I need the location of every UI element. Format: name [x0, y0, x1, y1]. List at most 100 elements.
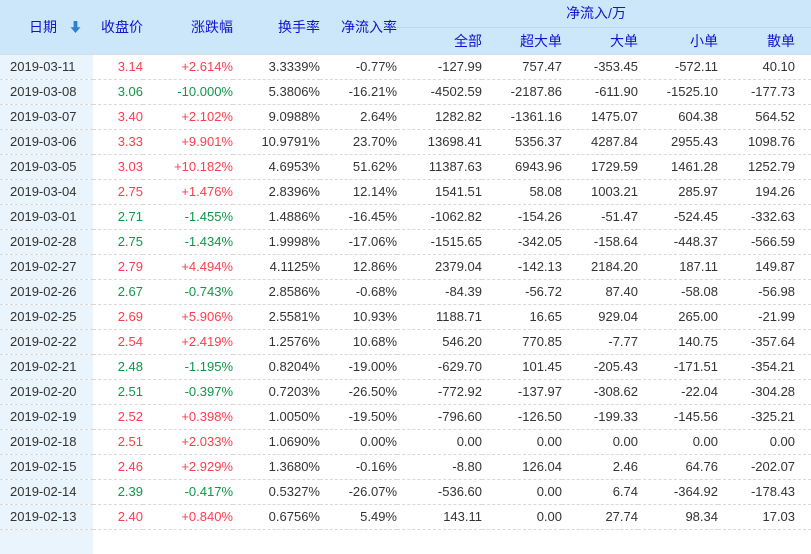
inflow-retail-cell: -325.21 [718, 404, 811, 430]
change-cell: +2.419% [143, 329, 233, 355]
sort-descending-icon[interactable] [70, 20, 81, 33]
turnover-cell: 2.8396% [233, 179, 320, 205]
inflow-retail-cell: -304.28 [718, 379, 811, 405]
table-row: 2019-03-07 3.40 +2.102% 9.0988% 2.64% 1282.82… [0, 104, 811, 130]
inflow-rate-cell: 12.14% [320, 179, 397, 205]
inflow-retail-cell: 194.26 [718, 179, 811, 205]
inflow-large-cell: -199.33 [562, 404, 638, 430]
change-cell: -1.195% [143, 354, 233, 380]
close-cell: 2.69 [93, 304, 143, 330]
close-cell: 2.75 [93, 229, 143, 255]
col-header-date[interactable]: 日期 [0, 0, 93, 55]
inflow-retail-cell: -177.73 [718, 79, 811, 105]
change-cell: +10.182% [143, 154, 233, 180]
close-cell: 2.48 [93, 354, 143, 380]
inflow-super-large-cell: 770.85 [482, 329, 562, 355]
inflow-all-cell: -1515.65 [397, 229, 482, 255]
date-cell: 2019-03-06 [0, 129, 93, 155]
date-cell: 2019-03-01 [0, 204, 93, 230]
inflow-small-cell: 604.38 [638, 104, 718, 130]
date-cell: 2019-03-08 [0, 79, 93, 105]
inflow-large-cell: -308.62 [562, 379, 638, 405]
change-cell: -1.434% [143, 229, 233, 255]
inflow-retail-cell: -354.21 [718, 354, 811, 380]
inflow-super-large-cell: 0.00 [482, 504, 562, 530]
inflow-super-large-cell: 101.45 [482, 354, 562, 380]
date-cell: 2019-02-26 [0, 279, 93, 305]
date-cell: 2019-03-04 [0, 179, 93, 205]
date-cell: 2019-02-21 [0, 354, 93, 380]
close-cell: 2.67 [93, 279, 143, 305]
turnover-cell: 0.6756% [233, 504, 320, 530]
close-cell: 2.46 [93, 454, 143, 480]
inflow-all-cell: -8.80 [397, 454, 482, 480]
inflow-retail-cell: -178.43 [718, 479, 811, 505]
inflow-rate-cell: -0.77% [320, 54, 397, 80]
inflow-small-cell: -1525.10 [638, 79, 718, 105]
change-cell: +5.906% [143, 304, 233, 330]
inflow-all-cell: -127.99 [397, 54, 482, 80]
date-cell: 2019-02-20 [0, 379, 93, 405]
inflow-super-large-cell: -126.50 [482, 404, 562, 430]
inflow-small-cell: 285.97 [638, 179, 718, 205]
inflow-super-large-cell: -137.97 [482, 379, 562, 405]
inflow-small-cell: 98.34 [638, 504, 718, 530]
inflow-small-cell: -58.08 [638, 279, 718, 305]
inflow-retail-cell: 40.10 [718, 54, 811, 80]
date-cell: 2019-02-19 [0, 404, 93, 430]
subcol-header-small: 小单 [638, 27, 718, 55]
table-row: 2019-03-01 2.71 -1.455% 1.4886% -16.45% -1062… [0, 204, 811, 230]
inflow-retail-cell: 1098.76 [718, 129, 811, 155]
turnover-cell: 1.0050% [233, 404, 320, 430]
turnover-cell: 2.8586% [233, 279, 320, 305]
inflow-all-cell: 1541.51 [397, 179, 482, 205]
table-row: 2019-02-20 2.51 -0.397% 0.7203% -26.50% -772.… [0, 379, 811, 405]
inflow-large-cell: -611.90 [562, 79, 638, 105]
inflow-retail-cell: 17.03 [718, 504, 811, 530]
turnover-cell: 0.8204% [233, 354, 320, 380]
close-cell: 3.40 [93, 104, 143, 130]
date-cell: 2019-02-15 [0, 454, 93, 480]
inflow-rate-cell: 2.64% [320, 104, 397, 130]
table-row: 2019-03-04 2.75 +1.476% 2.8396% 12.14% 1541.5… [0, 179, 811, 205]
inflow-small-cell: 1461.28 [638, 154, 718, 180]
change-cell: +0.398% [143, 404, 233, 430]
inflow-super-large-cell: -2187.86 [482, 79, 562, 105]
partial-row [0, 529, 811, 554]
inflow-super-large-cell: 5356.37 [482, 129, 562, 155]
table-row: 2019-02-26 2.67 -0.743% 2.8586% -0.68% -84.39… [0, 279, 811, 305]
change-cell: +2.033% [143, 429, 233, 455]
inflow-small-cell: 265.00 [638, 304, 718, 330]
inflow-all-cell: -772.92 [397, 379, 482, 405]
date-cell: 2019-02-28 [0, 229, 93, 255]
change-cell: +2.929% [143, 454, 233, 480]
inflow-all-cell: 1282.82 [397, 104, 482, 130]
inflow-large-cell: 1475.07 [562, 104, 638, 130]
inflow-large-cell: -158.64 [562, 229, 638, 255]
date-cell: 2019-03-11 [0, 54, 93, 80]
table-row: 2019-02-19 2.52 +0.398% 1.0050% -19.50% -796.… [0, 404, 811, 430]
date-header-label: 日期 [29, 18, 57, 35]
change-cell: +9.901% [143, 129, 233, 155]
inflow-small-cell: -448.37 [638, 229, 718, 255]
inflow-rate-cell: 51.62% [320, 154, 397, 180]
inflow-all-cell: 13698.41 [397, 129, 482, 155]
inflow-super-large-cell: 16.65 [482, 304, 562, 330]
table-row: 2019-02-27 2.79 +4.494% 4.1125% 12.86% 2379.0… [0, 254, 811, 280]
inflow-all-cell: -4502.59 [397, 79, 482, 105]
turnover-cell: 0.7203% [233, 379, 320, 405]
inflow-all-cell: -536.60 [397, 479, 482, 505]
table-row: 2019-03-11 3.14 +2.614% 3.3339% -0.77% -127.9… [0, 54, 811, 80]
inflow-large-cell: 0.00 [562, 429, 638, 455]
inflow-retail-cell: 149.87 [718, 254, 811, 280]
inflow-small-cell: -524.45 [638, 204, 718, 230]
close-cell: 3.06 [93, 79, 143, 105]
inflow-retail-cell: -566.59 [718, 229, 811, 255]
subcol-header-retail: 散单 [718, 27, 811, 55]
inflow-retail-cell: -332.63 [718, 204, 811, 230]
turnover-cell: 2.5581% [233, 304, 320, 330]
turnover-cell: 3.3339% [233, 54, 320, 80]
close-cell: 2.54 [93, 329, 143, 355]
change-cell: +1.476% [143, 179, 233, 205]
